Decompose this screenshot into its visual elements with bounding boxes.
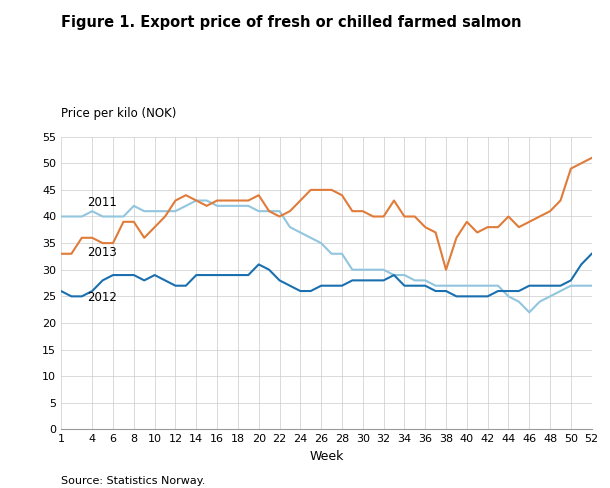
Text: 2013: 2013 — [87, 246, 117, 259]
Text: 2011: 2011 — [87, 196, 117, 208]
Text: 2012: 2012 — [87, 291, 117, 305]
Text: Figure 1. Export price of fresh or chilled farmed salmon: Figure 1. Export price of fresh or chill… — [61, 15, 522, 30]
X-axis label: Week: Week — [309, 450, 343, 463]
Text: Source: Statistics Norway.: Source: Statistics Norway. — [61, 476, 206, 486]
Text: Price per kilo (NOK): Price per kilo (NOK) — [61, 106, 176, 120]
